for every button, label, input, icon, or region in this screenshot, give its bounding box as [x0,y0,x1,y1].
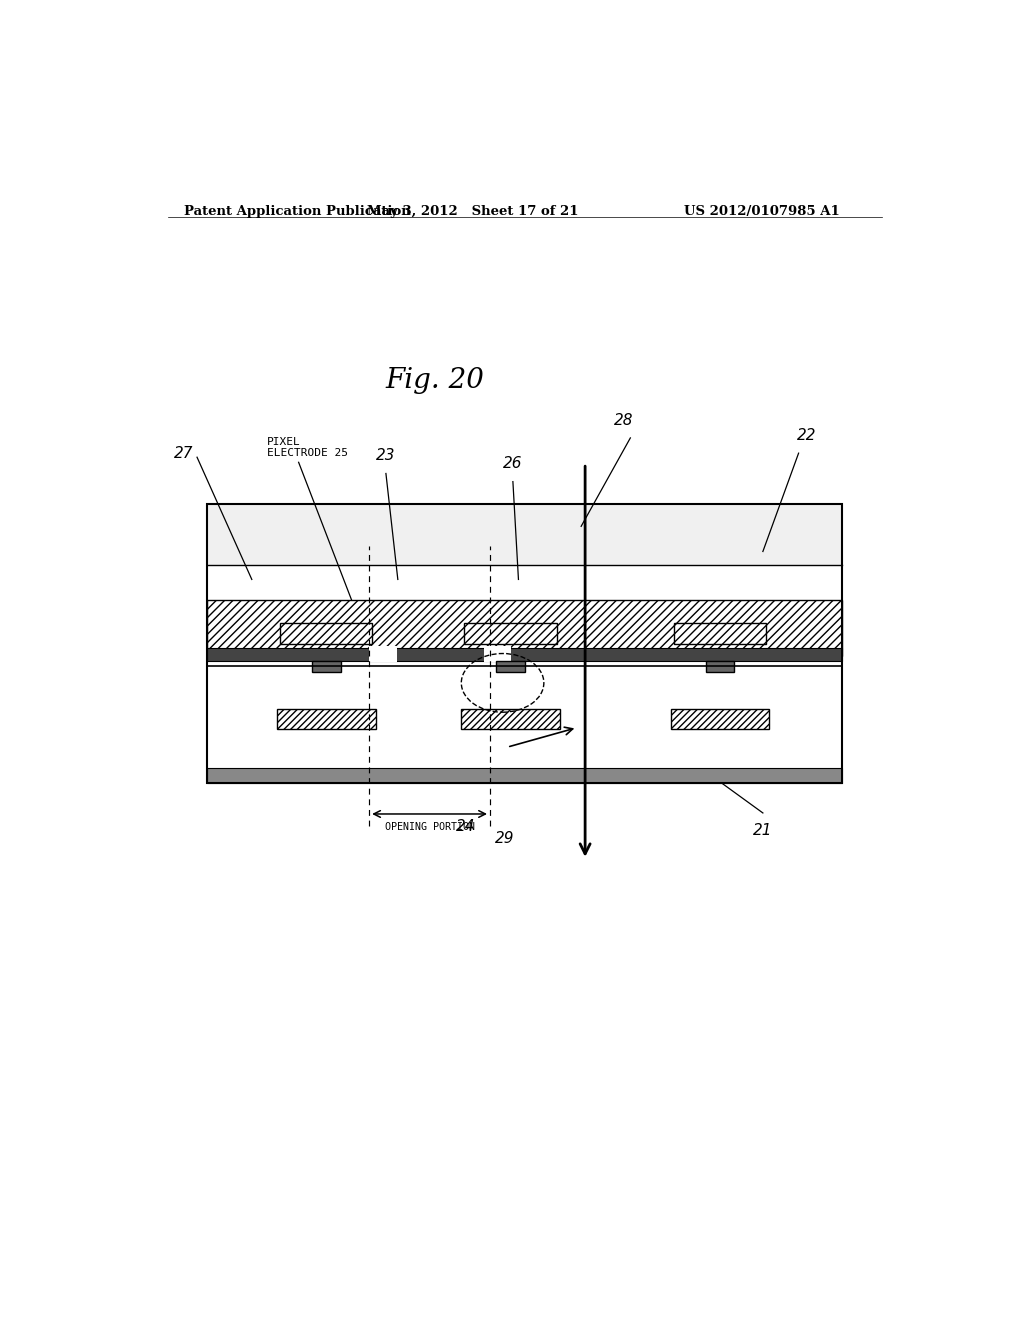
Bar [207,504,843,784]
Bar [462,709,560,729]
Text: 27: 27 [174,446,194,461]
Text: OPENING PORTION: OPENING PORTION [385,822,474,832]
Bar [671,709,769,729]
Text: Fig. 20: Fig. 20 [386,367,484,393]
Text: 28: 28 [614,413,634,428]
Text: 29: 29 [495,832,514,846]
Text: 24: 24 [456,818,475,834]
Bar [278,709,376,729]
Bar [207,648,843,660]
Text: May 3, 2012   Sheet 17 of 21: May 3, 2012 Sheet 17 of 21 [368,205,579,218]
Bar [483,645,511,661]
Bar [207,601,843,656]
Bar [207,504,843,565]
Text: Patent Application Publication: Patent Application Publication [183,205,411,218]
Bar [706,660,734,672]
Text: 26: 26 [503,457,522,471]
Bar [312,660,341,672]
Bar [207,768,843,784]
Text: 23: 23 [376,449,395,463]
Text: US 2012/0107985 A1: US 2012/0107985 A1 [684,205,840,218]
Text: 22: 22 [797,428,816,444]
Text: 21: 21 [753,824,773,838]
Bar [281,623,373,644]
Bar [370,645,396,661]
Text: PIXEL
ELECTRODE 25: PIXEL ELECTRODE 25 [267,437,348,458]
Bar [465,623,557,644]
Bar [674,623,766,644]
Bar [497,660,525,672]
